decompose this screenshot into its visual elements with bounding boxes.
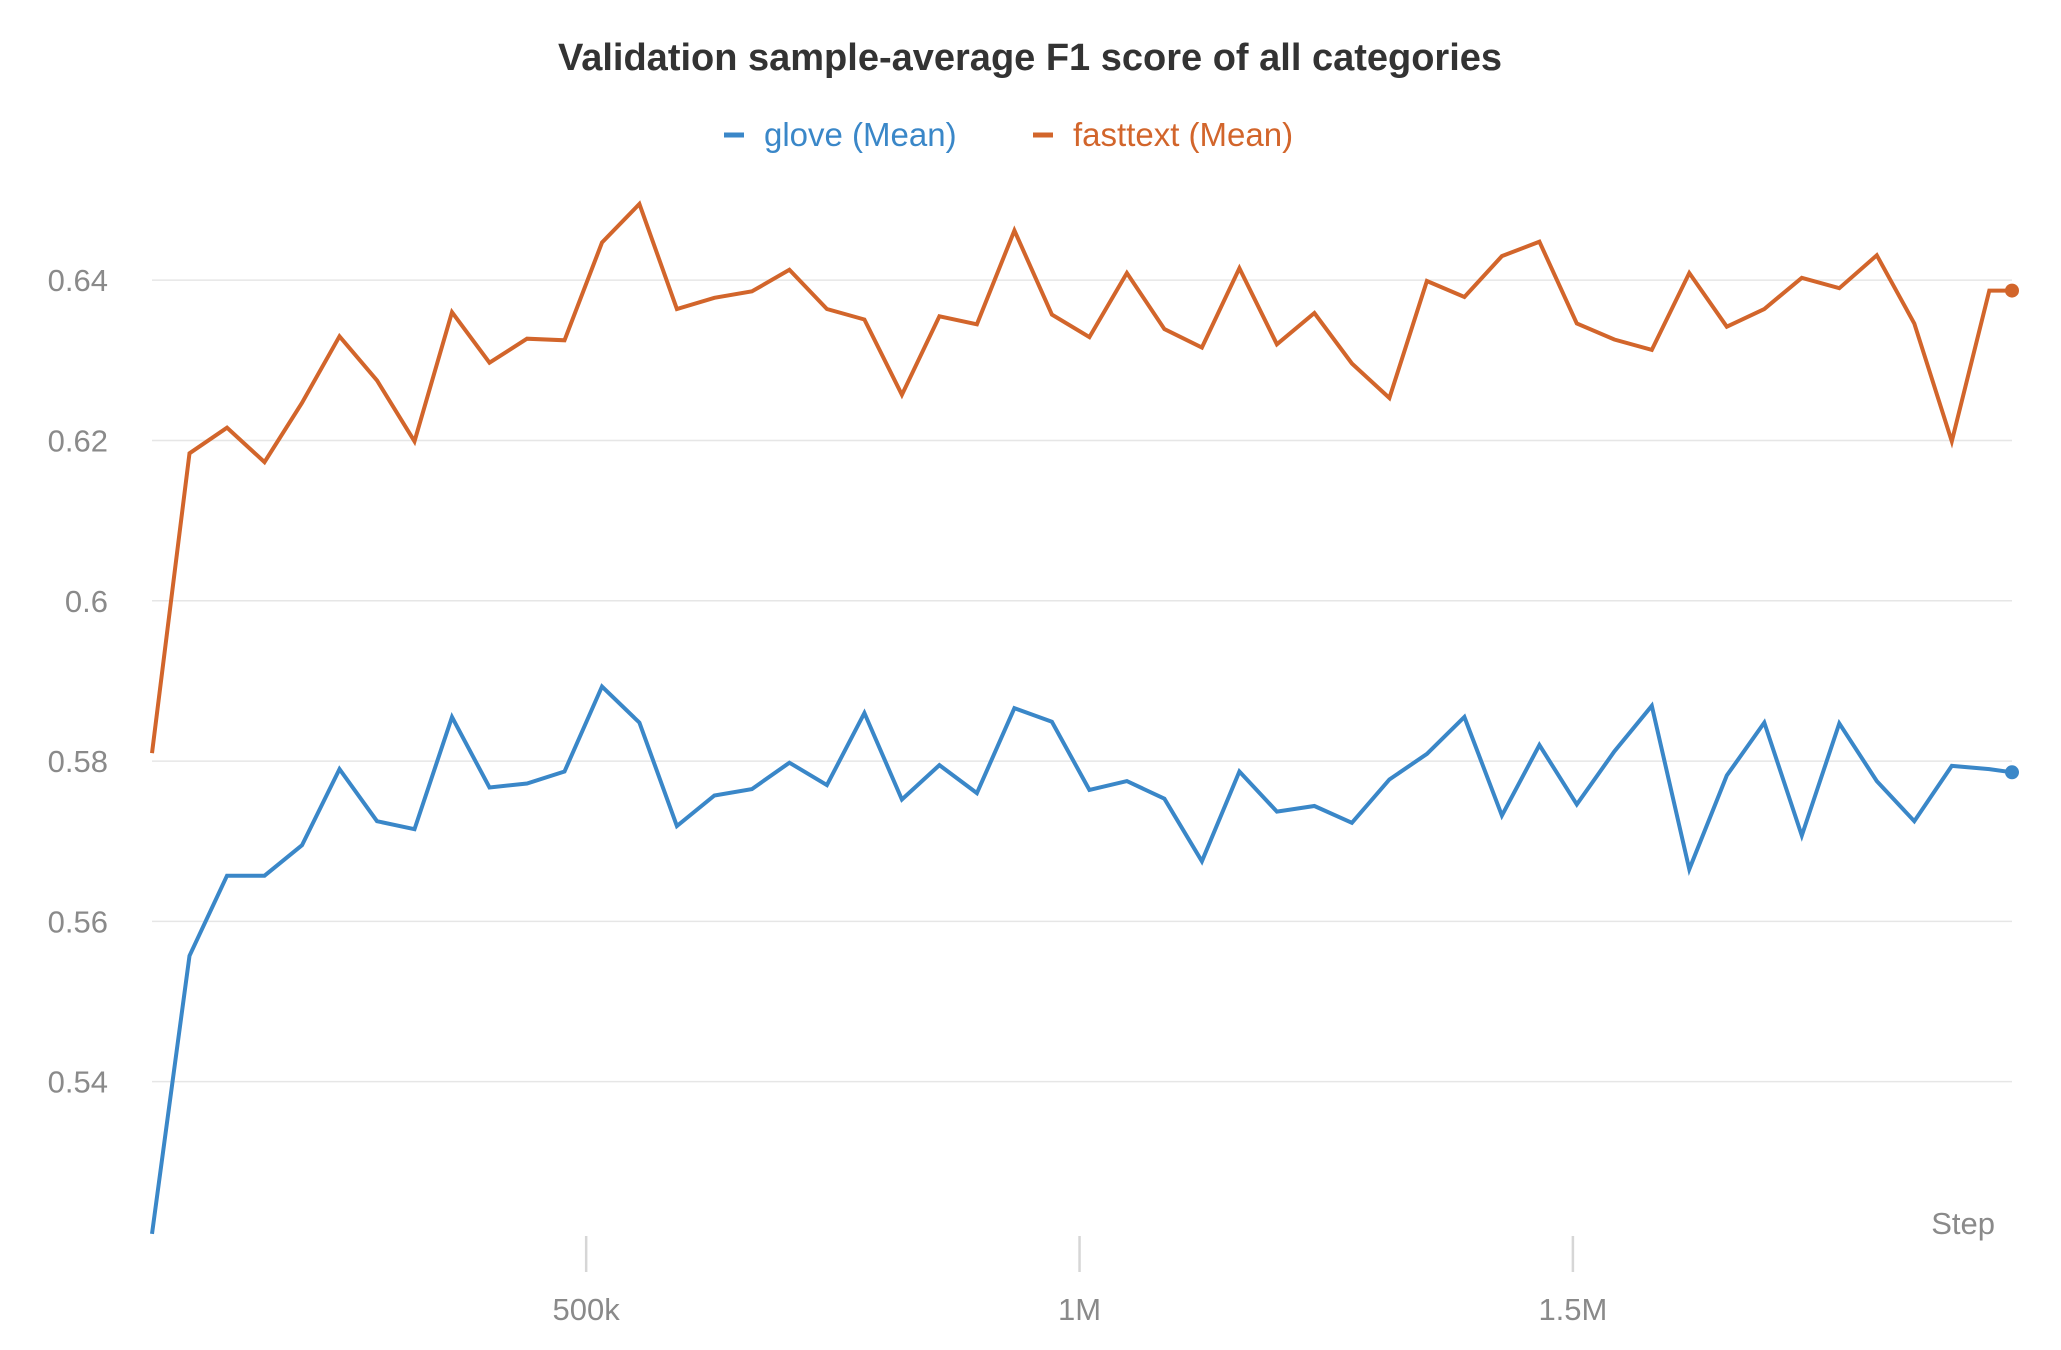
x-tick-label: 1M bbox=[1058, 1292, 1101, 1327]
series-line-fasttext[interactable] bbox=[150, 200, 2012, 754]
legend-label-fasttext: fasttext (Mean) bbox=[1073, 116, 1293, 153]
x-axis-label: Step bbox=[1931, 1206, 1995, 1241]
legend: glove (Mean) fasttext (Mean) bbox=[724, 116, 1293, 153]
chart-title: Validation sample-average F1 score of al… bbox=[558, 37, 1502, 79]
series-lines bbox=[150, 200, 2019, 1235]
legend-item-glove[interactable]: glove (Mean) bbox=[724, 116, 957, 153]
y-tick-label: 0.56 bbox=[48, 904, 108, 939]
y-tick-label: 0.62 bbox=[48, 423, 108, 458]
series-end-point-fasttext[interactable] bbox=[2005, 283, 2019, 298]
y-tick-label: 0.54 bbox=[48, 1065, 108, 1100]
series-end-point-glove[interactable] bbox=[2005, 765, 2019, 780]
gridlines bbox=[152, 279, 2012, 1083]
y-tick-label: 0.6 bbox=[65, 584, 108, 619]
x-tick-label: 500k bbox=[553, 1292, 621, 1327]
series-line-glove[interactable] bbox=[150, 683, 2013, 1235]
legend-item-fasttext[interactable]: fasttext (Mean) bbox=[1033, 116, 1293, 153]
x-axis-ticks: 500k 1M 1.5M bbox=[553, 1236, 1607, 1327]
x-tick-label: 1.5M bbox=[1538, 1292, 1607, 1327]
y-tick-label: 0.58 bbox=[48, 744, 108, 779]
legend-label-glove: glove (Mean) bbox=[764, 116, 957, 153]
y-tick-label: 0.64 bbox=[48, 263, 108, 298]
y-axis-ticks: 0.54 0.56 0.58 0.6 0.62 0.64 bbox=[48, 263, 108, 1099]
